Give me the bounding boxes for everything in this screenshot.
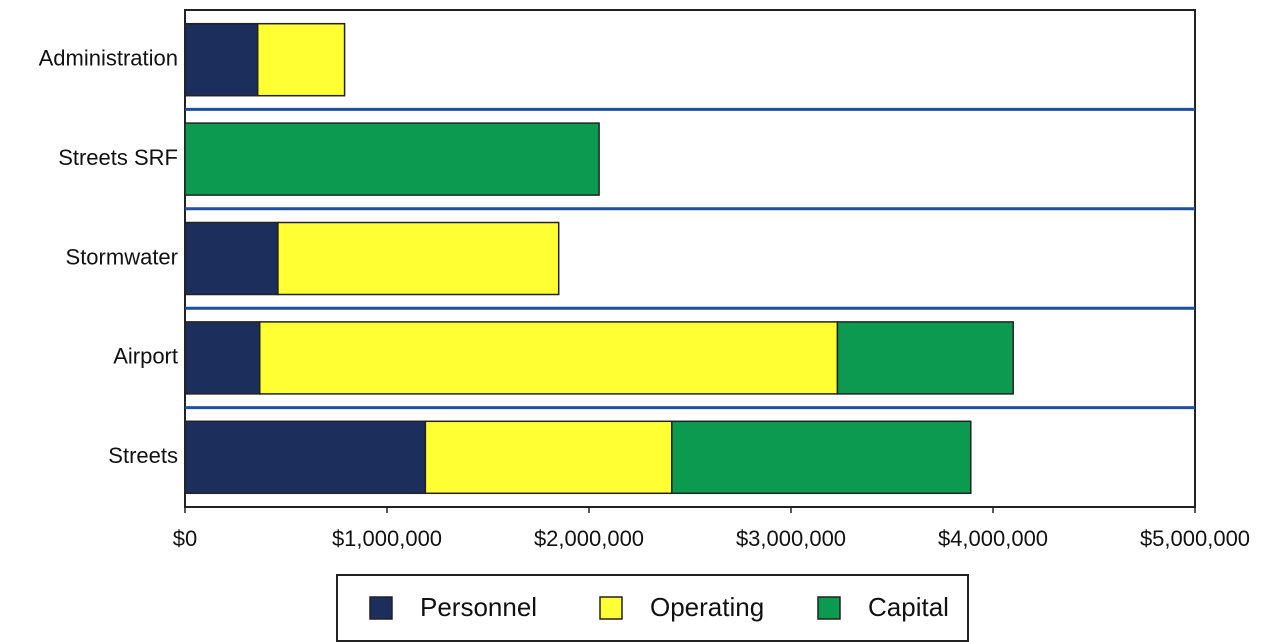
x-tick-label: $1,000,000 [332, 526, 442, 551]
bar-segment [184, 122, 600, 196]
x-tick-label: $2,000,000 [534, 526, 644, 551]
bar-segment [258, 321, 839, 395]
legend-label: Operating [650, 592, 764, 622]
bar-segment [277, 221, 560, 296]
bar-segment [424, 420, 673, 495]
x-tick-label: $3,000,000 [736, 526, 846, 551]
bar-segment [836, 321, 1014, 395]
legend-swatch [817, 596, 841, 620]
x-tick-label: $0 [173, 526, 197, 551]
bar-segment [671, 420, 972, 495]
y-tick-label: Airport [113, 344, 178, 369]
legend-swatch [599, 596, 623, 620]
legend-swatch [369, 596, 393, 620]
bar-segment [184, 321, 261, 395]
bar-segment [184, 221, 279, 296]
x-tick-label: $5,000,000 [1140, 526, 1250, 551]
bar-segment [184, 22, 259, 97]
x-tick-label: $4,000,000 [938, 526, 1048, 551]
legend-label: Personnel [420, 592, 537, 622]
legend-label: Capital [868, 592, 949, 622]
bar-segment [256, 22, 346, 97]
bar-segment [184, 420, 427, 495]
legend-box [336, 574, 969, 642]
y-tick-label: Streets SRF [58, 145, 178, 170]
y-tick-label: Administration [39, 46, 178, 71]
y-tick-label: Stormwater [66, 244, 178, 269]
y-tick-label: Streets [108, 443, 178, 468]
